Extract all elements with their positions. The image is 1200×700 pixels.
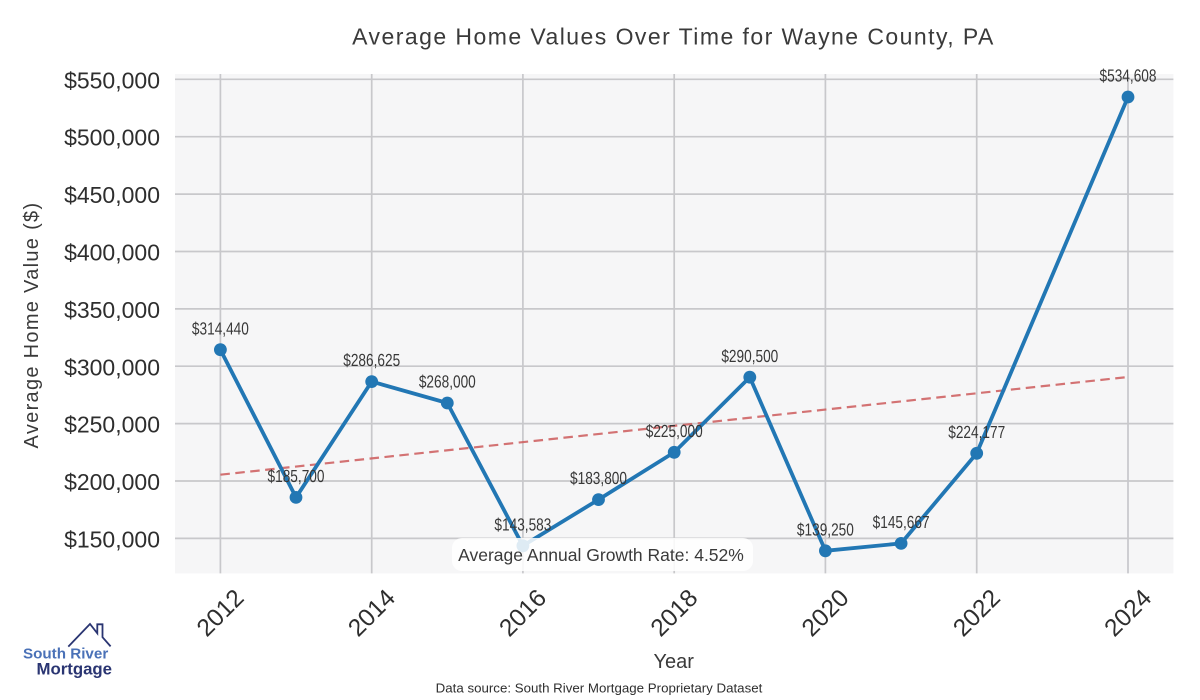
svg-text:$224,177: $224,177 [948,422,1005,442]
svg-text:$290,500: $290,500 [721,346,778,366]
svg-text:$250,000: $250,000 [64,412,160,438]
svg-text:$314,440: $314,440 [192,318,249,338]
svg-text:Data source: South River Mortg: Data source: South River Mortgage Propri… [436,681,763,696]
svg-text:Mortgage: Mortgage [37,660,113,679]
svg-text:$183,800: $183,800 [570,468,627,488]
svg-text:$534,608: $534,608 [1100,66,1157,86]
svg-text:$300,000: $300,000 [64,354,160,380]
svg-text:South River: South River [23,646,108,663]
svg-text:$150,000: $150,000 [64,526,160,552]
svg-text:Average Home Value ($): Average Home Value ($) [21,202,43,449]
svg-text:$500,000: $500,000 [64,125,160,151]
svg-text:$143,583: $143,583 [494,514,551,534]
svg-text:$225,000: $225,000 [646,421,703,441]
svg-text:$286,625: $286,625 [343,350,400,370]
svg-text:Average Annual Growth Rate: 4.: Average Annual Growth Rate: 4.52% [458,545,744,565]
svg-text:$200,000: $200,000 [64,469,160,495]
svg-text:$400,000: $400,000 [64,240,160,266]
svg-text:$268,000: $268,000 [419,372,476,392]
svg-text:$145,667: $145,667 [873,512,930,532]
svg-text:$350,000: $350,000 [64,297,160,323]
svg-text:Year: Year [653,651,694,673]
svg-text:$185,700: $185,700 [268,466,325,486]
svg-text:$139,250: $139,250 [797,519,854,539]
svg-text:$550,000: $550,000 [64,67,160,93]
svg-text:Average Home Values Over Time: Average Home Values Over Time for Wayne … [352,23,995,49]
svg-text:$450,000: $450,000 [64,182,160,208]
